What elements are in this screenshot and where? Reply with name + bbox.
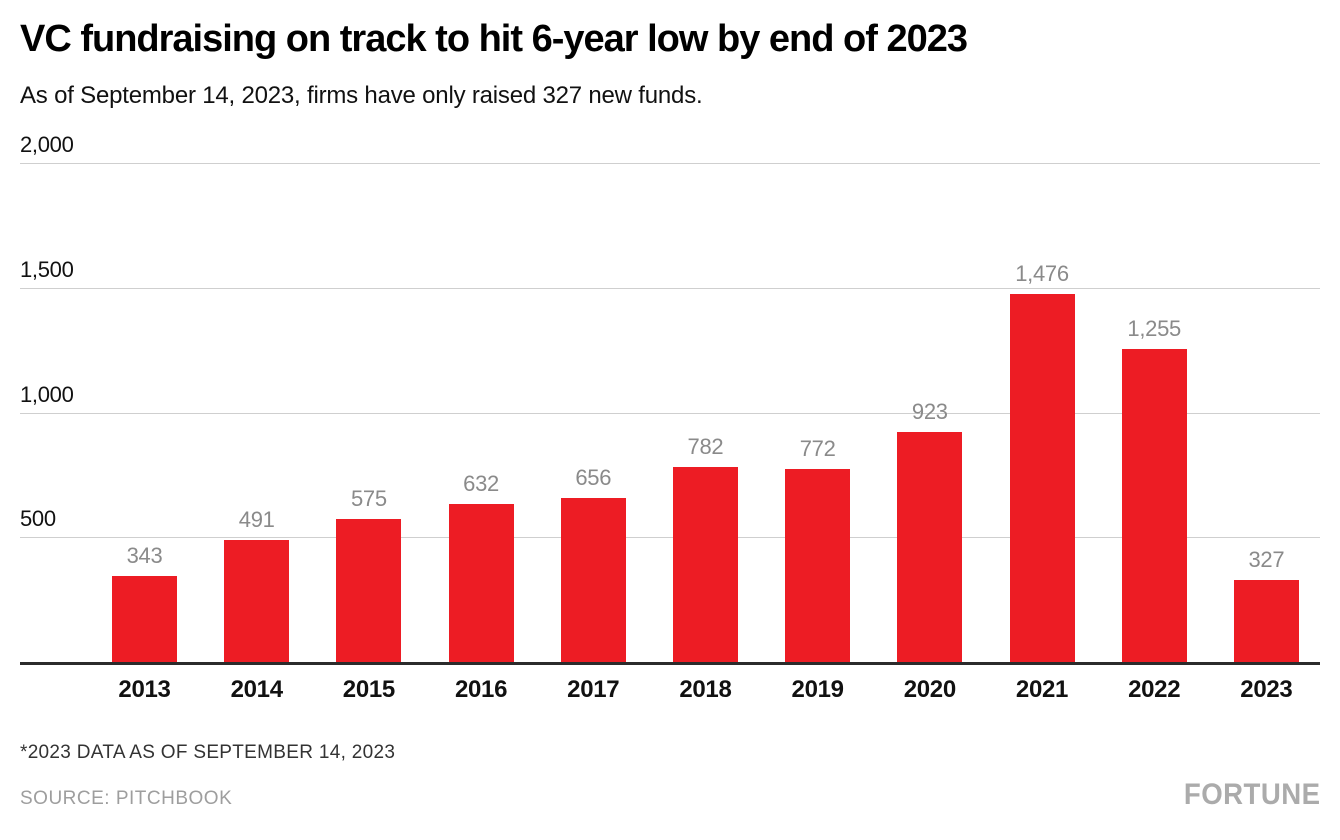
bar-value-label: 1,476 (1015, 260, 1069, 286)
bar-value-label: 656 (575, 465, 612, 491)
x-tick-label: 2021 (1010, 676, 1075, 704)
bar (785, 469, 851, 662)
x-tick-label: 2013 (112, 676, 177, 704)
bar-value-label: 632 (463, 471, 499, 497)
x-tick-label: 2018 (673, 676, 738, 704)
bar (1009, 293, 1075, 662)
x-tick-text: 2014 (230, 676, 284, 703)
x-axis-line (20, 662, 1320, 665)
x-tick-label: 2017 (561, 676, 626, 704)
plot-area: 2,000 1,500 1,000 500 343 491 575 632 656 782 772 9… (20, 132, 1320, 665)
x-tick-text: 2019 (791, 676, 845, 703)
bar-value-label: 1,255 (1127, 315, 1181, 341)
bar-slot: 782 (672, 433, 738, 662)
x-tick-text: 2022 (1128, 676, 1181, 703)
gridline (20, 412, 1320, 414)
footnote: *2023 DATA AS OF SEPTEMBER 14, 2023 (20, 742, 396, 763)
bar (1233, 580, 1299, 662)
page-title: VC fundraising on track to hit 6-year lo… (20, 18, 968, 60)
bar-slot: 1,476 (1009, 260, 1075, 662)
x-tick-label: 2014 (224, 676, 289, 704)
bar-slot: 491 (224, 506, 290, 662)
bar-slot: 1,255 (1121, 315, 1187, 662)
page-subtitle: As of September 14, 2023, firms have onl… (20, 82, 703, 109)
bar (336, 518, 402, 662)
bar-value-label: 491 (238, 506, 275, 532)
x-tick-text: 2015 (342, 676, 396, 703)
bar-slot: 632 (448, 471, 514, 662)
x-tick-text: 2017 (567, 676, 620, 703)
bar-value-label: 575 (350, 485, 387, 511)
x-tick-text: 2020 (903, 676, 957, 703)
bars: 343 491 575 632 656 782 772 923 1,476 1,255 327 (112, 163, 1299, 662)
source-credit: SOURCE: PITCHBOOK (20, 788, 233, 809)
bar-slot: 343 (112, 543, 177, 662)
y-tick-label: 1,000 (20, 381, 74, 407)
y-tick-label: 1,500 (20, 256, 74, 282)
y-tick-label: 500 (20, 506, 56, 532)
bar (897, 431, 963, 662)
gridline (20, 287, 1320, 289)
bar-value-label: 923 (911, 398, 948, 424)
fortune-logo: FORTUNE (1183, 778, 1320, 811)
x-tick-label: 2019 (785, 676, 850, 704)
gridline (20, 163, 1320, 164)
x-tick-text: 2018 (679, 676, 732, 703)
y-tick-label: 2,000 (20, 132, 74, 157)
gridline (20, 537, 1320, 539)
bar-slot: 327 (1233, 547, 1299, 662)
x-tick-label: 2015 (336, 676, 401, 704)
bar-value-label: 772 (799, 436, 836, 462)
x-tick-label: 2020 (897, 676, 962, 704)
bar (448, 504, 514, 662)
bar-slot: 656 (560, 465, 626, 662)
bar-value-label: 327 (1248, 547, 1285, 573)
bar-value-label: 782 (687, 433, 724, 459)
x-tick-text: 2023 (1240, 676, 1293, 703)
bar (224, 539, 290, 662)
bar (672, 466, 738, 662)
x-tick-text: 2013 (118, 676, 171, 703)
x-tick-label: 2016 (449, 676, 514, 704)
x-tick-text: 2021 (1015, 676, 1069, 703)
bar-value-label: 343 (126, 543, 163, 569)
bar-slot: 772 (785, 436, 851, 662)
x-tick-label: 2022 (1122, 676, 1187, 704)
bar (1121, 348, 1187, 662)
x-tick-text: 2016 (454, 676, 508, 703)
bar-slot: 575 (336, 485, 402, 662)
bar (560, 498, 626, 662)
x-tick-label: 2023 (1234, 676, 1299, 704)
x-axis-labels: 2013 2014 2015 2016 2017 2018 2019 2020 2021 2022… (112, 676, 1299, 704)
bar-slot: 923 (897, 398, 963, 662)
bar (112, 576, 177, 662)
